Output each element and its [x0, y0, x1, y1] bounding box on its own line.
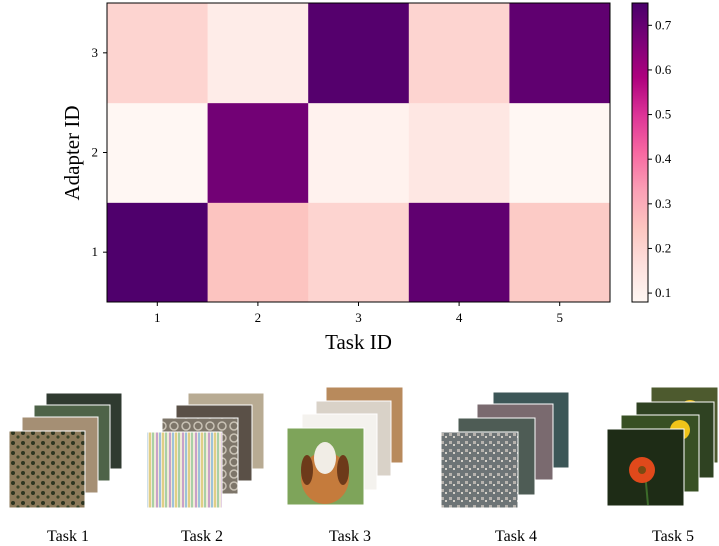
colorbar-tick-label: 0.6 — [655, 62, 672, 77]
heatmap-cell-adapter-2-task-3 — [308, 102, 410, 203]
task-1-label: Task 1 — [47, 528, 89, 545]
heatmap-cell-adapter-1-task-2 — [207, 202, 309, 303]
heatmap-cell-adapter-3-task-1 — [107, 3, 209, 104]
task-5-label: Task 5 — [652, 528, 694, 545]
y-axis-label: Adapter ID — [60, 105, 84, 200]
task-4-label: Task 4 — [495, 528, 537, 545]
heatmap-cell-adapter-3-task-5 — [509, 3, 611, 104]
x-tick-label: 1 — [154, 310, 161, 325]
task-images — [8, 386, 719, 509]
heatmap-cell-adapter-2-task-2 — [207, 102, 309, 203]
heatmap-cell-adapter-1-task-3 — [308, 202, 410, 303]
heatmap-cell-adapter-1-task-5 — [509, 202, 611, 303]
colorbar-tick-label: 0.3 — [655, 196, 671, 211]
heatmap-cell-adapter-3-task-3 — [308, 3, 410, 104]
heatmap-cell-adapter-1-task-1 — [107, 202, 209, 303]
heatmap-cell-adapter-2-task-4 — [408, 102, 510, 203]
colorbar-tick-label: 0.7 — [655, 17, 672, 32]
y-tick-label: 2 — [92, 145, 99, 160]
task-5-image-stack — [606, 386, 719, 507]
task-1-image-stack — [8, 392, 123, 509]
colorbar-tick-label: 0.5 — [655, 107, 671, 122]
colorbar-gradient — [631, 2, 649, 303]
task-4-image-stack — [440, 391, 570, 509]
task-2-label: Task 2 — [181, 528, 223, 545]
heatmap-cell-adapter-1-task-4 — [408, 202, 510, 303]
y-tick-label: 1 — [92, 244, 99, 259]
task-3-label: Task 3 — [329, 528, 371, 545]
heatmap-cell-adapter-3-task-2 — [207, 3, 309, 104]
x-axis-label: Task ID — [325, 330, 392, 354]
x-tick-label: 3 — [355, 310, 362, 325]
heatmap-cell-adapter-3-task-4 — [408, 3, 510, 104]
colorbar: 0.1 0.2 0.3 0.4 0.5 0.6 0.7 — [631, 2, 672, 303]
task-3-image-stack — [286, 386, 404, 506]
colorbar-tick-label: 0.1 — [655, 285, 671, 300]
y-tick-label: 3 — [92, 45, 99, 60]
colorbar-tick-label: 0.2 — [655, 240, 671, 255]
colorbar-tick-label: 0.4 — [655, 151, 672, 166]
task-2-image-stack — [146, 392, 265, 509]
heatmap-cell-adapter-2-task-5 — [509, 102, 611, 203]
x-tick-label: 4 — [456, 310, 463, 325]
heatmap-cell-adapter-2-task-1 — [107, 102, 209, 203]
x-tick-label: 2 — [255, 310, 262, 325]
heatmap: 1 2 3 4 5 1 2 3 Task ID Adapter ID — [60, 2, 611, 354]
x-tick-label: 5 — [556, 310, 563, 325]
